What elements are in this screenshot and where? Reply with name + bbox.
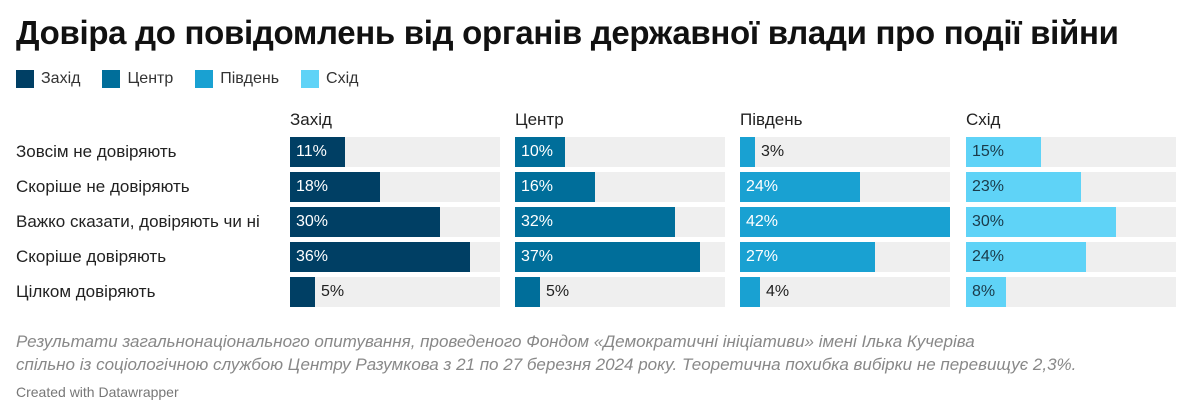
bar-track: 16% [515, 172, 725, 202]
row-label: Важко сказати, довіряють чи ні [16, 212, 260, 231]
data-label: 3% [761, 143, 785, 160]
bar-track: 8% [966, 277, 1176, 307]
data-label: 24% [972, 248, 1005, 265]
legend-label: Схід [326, 70, 359, 87]
bar-pivden [740, 277, 760, 307]
row-label: Цілком довіряють [16, 282, 156, 301]
credit-text: Created with Datawrapper [16, 384, 179, 400]
data-label: 24% [746, 178, 779, 195]
bar-zakhid [290, 207, 440, 237]
legend-swatch [102, 70, 121, 88]
bar-track: 30% [290, 207, 500, 237]
bar-track: 37% [515, 242, 725, 272]
legend: Захід Центр Південь Схід [16, 68, 380, 90]
bar-track: 36% [290, 242, 500, 272]
notes-line: спільно із соціологічною службою Центру … [16, 355, 1077, 374]
data-label: 32% [521, 213, 554, 230]
data-label: 4% [766, 283, 790, 300]
data-label: 23% [972, 178, 1005, 195]
bar-track: 4% [740, 277, 950, 307]
bar-skhid [966, 137, 1041, 167]
data-label: 27% [746, 248, 779, 265]
bar-track: 11% [290, 137, 500, 167]
row-label: Скоріше не довіряють [16, 177, 190, 196]
data-label: 18% [296, 178, 329, 195]
bar-track: 42% [740, 207, 950, 237]
data-label: 5% [321, 283, 345, 300]
bar-zakhid [290, 242, 470, 272]
bar-pivden [740, 242, 875, 272]
panel-title-zakhid: Захід [290, 110, 332, 129]
bar-zakhid [290, 172, 380, 202]
chart-notes: Результати загальнонаціонального опитува… [16, 330, 1076, 376]
legend-swatch [195, 70, 214, 88]
panel-title-pivden: Південь [740, 110, 803, 129]
bar-track: 30% [966, 207, 1176, 237]
legend-label: Центр [127, 70, 174, 87]
bar-track: 23% [966, 172, 1176, 202]
bar-tsentr [515, 277, 540, 307]
data-label: 36% [296, 248, 329, 265]
legend-label: Захід [41, 70, 81, 87]
bar-skhid [966, 242, 1086, 272]
bar-skhid [966, 172, 1081, 202]
bar-track: 27% [740, 242, 950, 272]
data-label: 37% [521, 248, 554, 265]
data-label: 11% [296, 143, 327, 160]
data-label: 30% [972, 213, 1005, 230]
chart-title: Довіра до повідомлень від органів держав… [16, 14, 1119, 51]
data-label: 10% [521, 143, 554, 160]
bar-tsentr [515, 172, 595, 202]
bar-track: 15% [966, 137, 1176, 167]
bar-pivden [740, 137, 755, 167]
bar-skhid [966, 207, 1116, 237]
data-label: 8% [972, 283, 996, 300]
bar-track: 3% [740, 137, 950, 167]
notes-line: Результати загальнонаціонального опитува… [16, 332, 975, 351]
row-label: Зовсім не довіряють [16, 142, 177, 161]
bar-zakhid [290, 277, 315, 307]
bar-zakhid [290, 137, 345, 167]
data-label: 42% [746, 213, 779, 230]
row-label: Скоріше довіряють [16, 247, 167, 266]
data-label: 16% [521, 178, 554, 195]
bar-tsentr [515, 242, 700, 272]
bar-tsentr [515, 137, 565, 167]
bar-track: 5% [515, 277, 725, 307]
panel-title-tsentr: Центр [515, 110, 564, 129]
bar-track: 32% [515, 207, 725, 237]
data-label: 30% [296, 213, 329, 230]
bar-track: 10% [515, 137, 725, 167]
bar-track: 24% [966, 242, 1176, 272]
bar-track: 18% [290, 172, 500, 202]
bar-pivden [740, 207, 950, 237]
panel-title-skhid: Схід [966, 110, 1001, 129]
bar-track: 5% [290, 277, 500, 307]
legend-label: Південь [220, 70, 280, 87]
data-label: 5% [546, 283, 570, 300]
bar-skhid [966, 277, 1006, 307]
bar-track: 24% [740, 172, 950, 202]
legend-item-tsentr: Центр [102, 70, 173, 88]
legend-swatch [16, 70, 34, 88]
legend-item-skhid: Схід [301, 70, 358, 88]
bar-pivden [740, 172, 860, 202]
bar-tsentr [515, 207, 675, 237]
data-label: 15% [972, 143, 1005, 160]
legend-swatch [301, 70, 320, 88]
legend-item-pivden: Південь [195, 70, 279, 88]
legend-item-zakhid: Захід [16, 70, 80, 88]
